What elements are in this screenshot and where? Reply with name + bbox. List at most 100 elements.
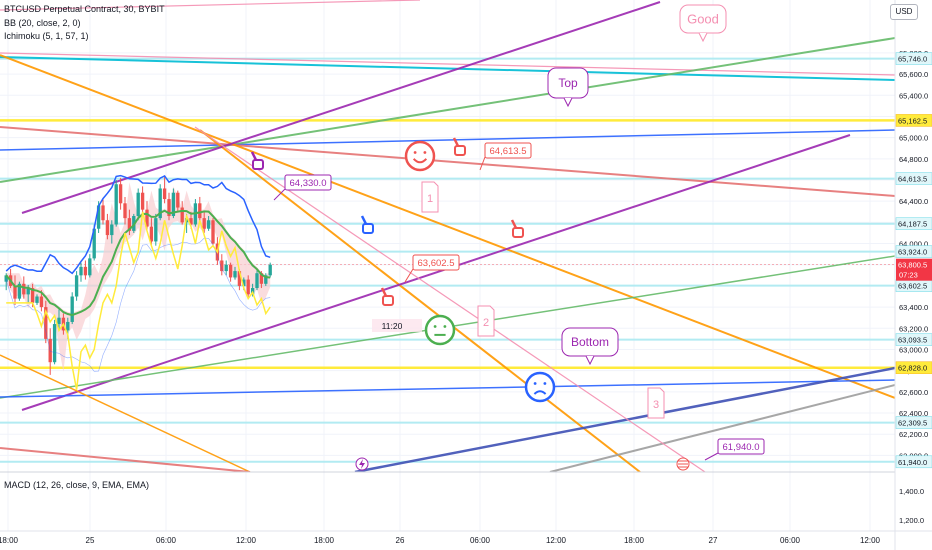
us-flag-icon[interactable] (676, 457, 690, 471)
candle[interactable] (264, 273, 268, 286)
trend-line[interactable] (0, 379, 895, 398)
trend-line[interactable] (0, 37, 895, 183)
candle[interactable] (228, 262, 233, 282)
time-tick-label: 18:00 (314, 536, 335, 545)
trend-line[interactable] (549, 384, 895, 472)
legend-bb[interactable]: BB (20, close, 2, 0) (4, 18, 81, 28)
smiley-sad-icon[interactable] (524, 371, 556, 403)
callout-top-text: Top (558, 76, 578, 90)
candle[interactable] (140, 186, 145, 214)
trend-line[interactable] (354, 366, 895, 472)
legend-ichimoku[interactable]: Ichimoku (5, 1, 57, 1) (4, 31, 89, 41)
note-64613-box (484, 142, 532, 159)
price-label: 63,093.5 (895, 333, 932, 346)
wave-label-3[interactable]: 3 (647, 387, 665, 419)
legend-symbol[interactable]: BTCUSD Perpetual Contract, 30, BYBIT (4, 4, 165, 14)
candle-body (17, 283, 22, 299)
candle[interactable] (17, 281, 22, 301)
trend-line[interactable] (0, 354, 251, 472)
legend-macd[interactable]: MACD (12, 26, close, 9, EMA, EMA) (4, 480, 150, 490)
candle[interactable] (246, 275, 250, 299)
wave-label-1[interactable]: 1 (421, 181, 439, 213)
trend-line[interactable] (0, 126, 895, 197)
trend-line[interactable] (0, 447, 251, 472)
time-tick-label: 12:00 (860, 536, 881, 545)
candle-body (52, 324, 57, 363)
trend-line[interactable] (199, 129, 641, 472)
smiley-happy-icon[interactable] (404, 140, 436, 172)
candle-body (118, 184, 123, 204)
candle[interactable] (136, 188, 140, 221)
note-63602-box (412, 254, 460, 271)
candle[interactable] (233, 266, 237, 280)
price-label-bg (895, 245, 932, 258)
candle[interactable] (180, 201, 184, 225)
candle[interactable] (198, 196, 202, 223)
candle[interactable] (158, 184, 162, 221)
candle[interactable] (57, 309, 61, 331)
candle-body (114, 184, 118, 225)
candle[interactable] (35, 294, 39, 305)
callout-bottom[interactable]: Bottom (561, 327, 619, 366)
candle[interactable] (79, 262, 83, 282)
candle[interactable] (123, 196, 127, 225)
wave-label-2[interactable]: 2 (477, 305, 495, 337)
candle[interactable] (268, 262, 272, 278)
lightning-icon[interactable] (355, 457, 369, 471)
drawing-annotations[interactable]: Good Top Bottom 64,613.5 64,330.0 63,602.5 61,… (250, 4, 765, 471)
candle[interactable] (88, 254, 92, 278)
candle[interactable] (127, 209, 132, 236)
trend-line[interactable] (194, 126, 706, 472)
candle[interactable] (13, 275, 17, 305)
trend-line[interactable] (21, 134, 851, 411)
candle[interactable] (154, 213, 158, 246)
price-tick-label: 64,800.0 (899, 155, 928, 164)
candle[interactable] (101, 199, 105, 225)
hand-pointer-icon[interactable] (250, 151, 264, 170)
hand-pointer-icon[interactable] (360, 215, 374, 234)
note-64330[interactable]: 64,330.0 (273, 174, 332, 201)
candle[interactable] (211, 218, 215, 246)
trend-line[interactable] (0, 129, 895, 151)
note-61940[interactable]: 61,940.0 (704, 438, 765, 461)
note-64613[interactable]: 64,613.5 (479, 142, 532, 171)
trend-line[interactable] (0, 0, 421, 11)
candle[interactable] (145, 201, 149, 231)
candle[interactable] (167, 192, 171, 221)
candle[interactable] (83, 260, 88, 280)
time-axis[interactable]: 18:00 25 06:00 12:00 18:00 26 06:00 12:00 18:00 2… (0, 536, 881, 545)
candle[interactable] (105, 213, 110, 240)
smiley-neutral-icon[interactable] (424, 314, 456, 346)
candle-body (246, 279, 250, 295)
candle[interactable] (206, 216, 211, 231)
trend-line[interactable] (0, 54, 895, 399)
note-63602[interactable]: 63,602.5 (404, 254, 460, 283)
hand-pointer-icon[interactable] (380, 287, 394, 306)
candle[interactable] (162, 175, 167, 204)
trend-line[interactable] (21, 1, 661, 214)
time-note[interactable]: 11:20 (372, 319, 422, 332)
trend-line[interactable] (0, 52, 895, 76)
candle[interactable] (52, 319, 57, 365)
callout-good[interactable]: Good (679, 4, 727, 43)
candle[interactable] (110, 220, 114, 244)
currency-button[interactable]: USD (890, 4, 918, 20)
candle[interactable] (176, 190, 180, 212)
candle[interactable] (224, 260, 228, 276)
hand-pointer-icon[interactable] (452, 137, 466, 156)
candle[interactable] (118, 177, 123, 210)
candle[interactable] (149, 218, 154, 246)
hand-pointer-icon[interactable] (510, 219, 524, 238)
candle[interactable] (44, 300, 48, 344)
candle[interactable] (70, 292, 74, 325)
candle[interactable] (220, 254, 224, 276)
callout-top[interactable]: Top (547, 67, 589, 108)
trend-lines[interactable] (0, 0, 895, 472)
candle[interactable] (255, 268, 259, 291)
candle[interactable] (202, 211, 206, 233)
time-tick-label: 12:00 (236, 536, 257, 545)
candle[interactable] (74, 271, 79, 301)
trend-line[interactable] (0, 56, 895, 81)
candle[interactable] (114, 180, 118, 227)
